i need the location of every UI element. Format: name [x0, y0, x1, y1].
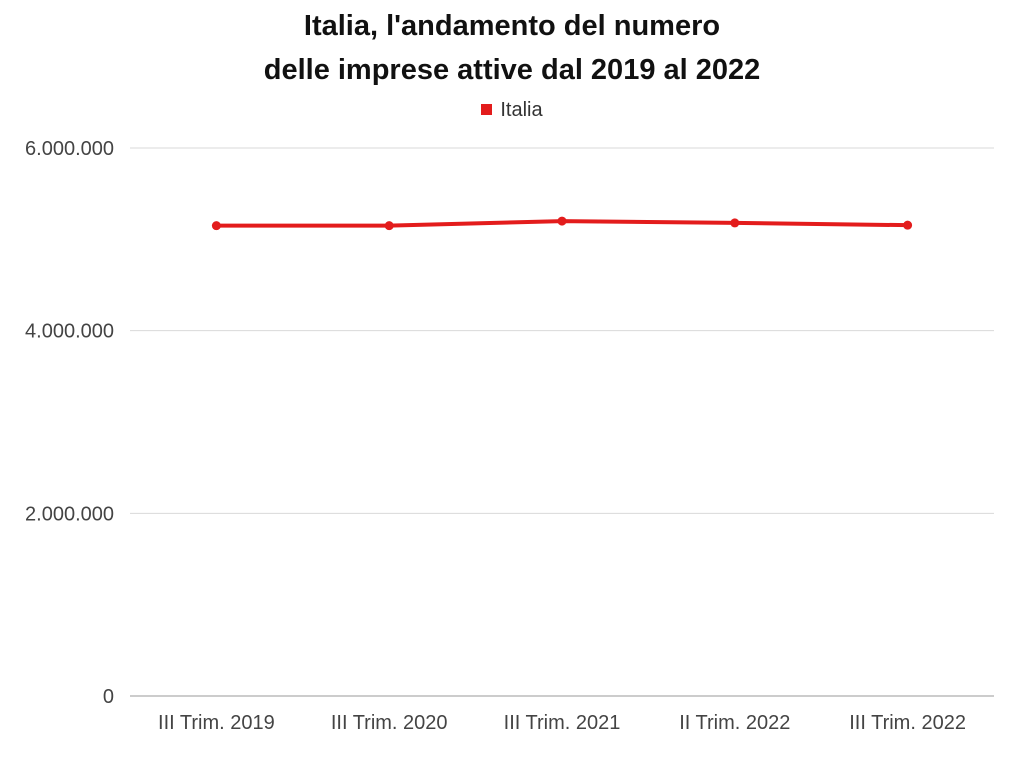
- chart-title: Italia, l'andamento del numero delle imp…: [0, 4, 1024, 92]
- x-tick-label: III Trim. 2020: [331, 712, 448, 734]
- data-point: [903, 220, 913, 230]
- data-point: [384, 221, 394, 231]
- y-tick-label: 2.000.000: [25, 503, 114, 525]
- chart-title-line-2: delle imprese attive dal 2019 al 2022: [263, 54, 761, 86]
- data-point: [211, 221, 221, 231]
- data-point: [557, 216, 567, 226]
- y-axis-tick-labels: 0 2.000.000 4.000.000 6.000.000: [25, 138, 114, 708]
- x-tick-label: II Trim. 2022: [679, 712, 790, 734]
- x-tick-label: III Trim. 2022: [849, 712, 966, 734]
- x-tick-label: III Trim. 2019: [158, 712, 275, 734]
- gridlines: [130, 147, 994, 697]
- legend-swatch: [481, 104, 493, 115]
- y-tick-label: 6.000.000: [25, 138, 114, 160]
- x-axis-tick-labels: III Trim. 2019 III Trim. 2020 III Trim. 20…: [158, 712, 966, 734]
- x-tick-label: III Trim. 2021: [504, 712, 621, 734]
- legend: Italia: [0, 99, 1024, 122]
- series-italia: [211, 216, 913, 231]
- legend-label: Italia: [500, 99, 543, 121]
- y-tick-label: 4.000.000: [25, 321, 114, 343]
- chart-title-line-1: Italia, l'andamento del numero: [303, 10, 721, 42]
- y-tick-label: 0: [103, 686, 114, 708]
- data-point: [730, 218, 740, 228]
